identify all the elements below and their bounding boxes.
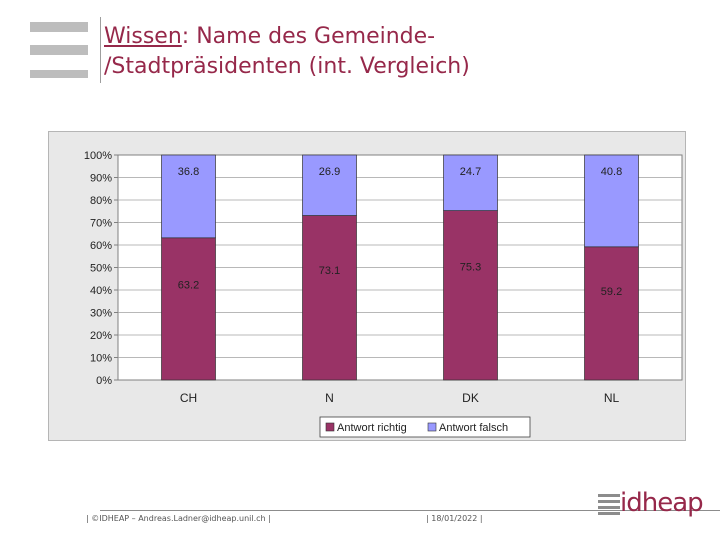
logo-text: idheap — [620, 488, 704, 518]
bar-segment-correct — [161, 237, 216, 381]
bar-segment-wrong — [161, 154, 216, 239]
decorative-bar — [30, 22, 88, 32]
legend-label: Antwort falsch — [439, 422, 508, 434]
data-label: 75.3 — [460, 261, 481, 273]
data-label: 36.8 — [178, 166, 199, 178]
legend-box — [319, 416, 531, 438]
y-tick-label: 100% — [84, 150, 112, 162]
footer-date: | 18/01/2022 | — [426, 514, 483, 523]
slide-title: Wissen: Name des Gemeinde- /Stadtpräside… — [104, 22, 704, 82]
y-tick-label: 20% — [90, 330, 112, 342]
legend-swatch-wrong — [427, 422, 437, 432]
data-label: 73.1 — [319, 265, 340, 277]
decorative-divider — [100, 17, 101, 83]
chart-frame: 0% 10% 20% 30% 40% 50% 60% 70% 80% 90% 100% 63.2 36.… — [48, 131, 686, 441]
y-tick-label: 10% — [90, 353, 112, 365]
data-label: 63.2 — [178, 280, 199, 292]
title-line-2: /Stadtpräsidenten (int. Vergleich) — [104, 54, 470, 79]
y-tick-label: 0% — [96, 375, 112, 387]
decorative-bar — [30, 45, 88, 55]
bar-segment-wrong — [443, 154, 498, 211]
x-tick-label: NL — [604, 391, 620, 405]
x-tick-label: DK — [462, 391, 479, 405]
bar-segment-wrong — [302, 154, 357, 216]
x-tick-label: N — [325, 391, 334, 405]
data-label: 26.9 — [319, 166, 340, 178]
bar-segment-correct — [302, 215, 357, 381]
bar-segment-correct — [584, 246, 639, 381]
title-line-1-rest: : Name des Gemeinde- — [181, 24, 436, 49]
y-tick-label: 40% — [90, 285, 112, 297]
decorative-bar — [30, 70, 88, 78]
y-tick-label: 60% — [90, 240, 112, 252]
data-label: 24.7 — [460, 166, 481, 178]
y-tick-label: 90% — [90, 173, 112, 185]
x-tick-label: CH — [180, 391, 197, 405]
idheap-logo: idheap — [598, 487, 704, 523]
logo-lines-icon — [598, 494, 620, 518]
y-tick-label: 50% — [90, 263, 112, 275]
legend-swatch-correct — [325, 422, 335, 432]
bar-segment-wrong — [584, 154, 639, 248]
data-label: 40.8 — [601, 166, 622, 178]
legend-label: Antwort richtig — [337, 422, 407, 434]
footer-divider — [100, 510, 720, 511]
y-tick-label: 80% — [90, 195, 112, 207]
data-label: 59.2 — [601, 286, 622, 298]
footer-contact: | ©IDHEAP – Andreas.Ladner@idheap.unil.c… — [86, 514, 271, 523]
stacked-bar-chart: 0% 10% 20% 30% 40% 50% 60% 70% 80% 90% 100% 63.2 36.… — [84, 150, 683, 438]
bar-segment-correct — [443, 210, 498, 381]
decorative-bars — [30, 22, 88, 90]
title-underlined-word: Wissen — [104, 24, 182, 49]
y-tick-label: 30% — [90, 308, 112, 320]
y-tick-label: 70% — [90, 218, 112, 230]
